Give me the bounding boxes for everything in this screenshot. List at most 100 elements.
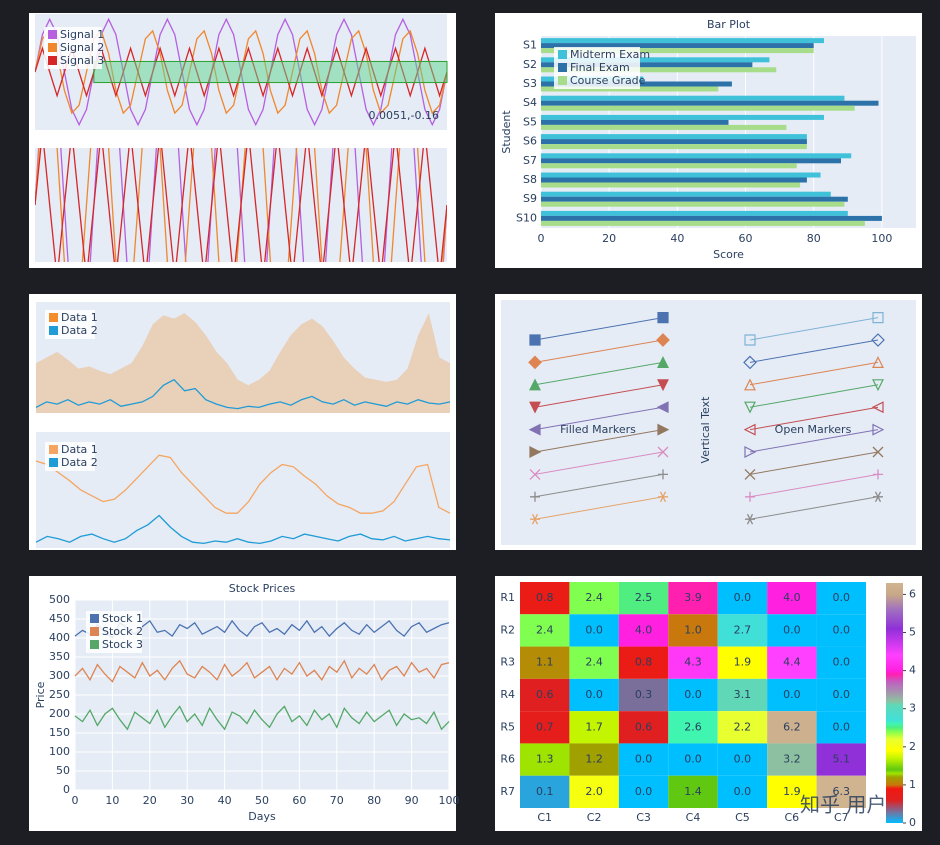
- marker-line: [534, 429, 664, 453]
- y-tick-label: 500: [49, 593, 70, 606]
- marker-symbol: [529, 446, 542, 458]
- marker-symbol: [872, 312, 884, 324]
- cell-label: 0.0: [585, 623, 603, 636]
- column-label: C2: [587, 811, 602, 824]
- heatmap-cell: [767, 646, 817, 679]
- marker-symbol: [872, 356, 884, 368]
- cell-label: 4.0: [783, 591, 801, 604]
- legend-swatch: [49, 458, 58, 467]
- legend-label: Data 2: [61, 324, 98, 337]
- x-tick-label: 0: [72, 794, 79, 807]
- marker-line: [749, 429, 879, 453]
- bar: [541, 215, 882, 221]
- cell-label: 2.4: [585, 591, 603, 604]
- row-label: R3: [500, 656, 515, 669]
- cell-label: 0.0: [585, 688, 603, 701]
- marker-symbol: [657, 446, 669, 458]
- cell-label: 0.0: [734, 591, 752, 604]
- y-axis-label: Student: [500, 110, 513, 154]
- y-tick-label: 50: [56, 764, 70, 777]
- marker-line: [749, 406, 879, 431]
- chart-title: Bar Plot: [707, 18, 751, 31]
- bar: [541, 57, 770, 63]
- heatmap-cell: [767, 678, 817, 712]
- marker-symbol: [657, 379, 669, 392]
- heatmap-cell: [618, 775, 669, 808]
- legend-swatch: [90, 627, 99, 636]
- bar: [541, 191, 831, 197]
- x-tick-label: 50: [255, 794, 269, 807]
- bar: [541, 201, 845, 207]
- heatmap-cell: [668, 743, 718, 776]
- x-axis-label: Days: [248, 810, 276, 823]
- marker-symbol: [872, 379, 884, 392]
- series-line: [74, 659, 450, 683]
- row-label: R2: [500, 623, 515, 636]
- bar: [541, 144, 807, 150]
- legend-swatch: [49, 313, 58, 322]
- legend-label: Signal 1: [60, 28, 104, 41]
- bar: [541, 172, 821, 178]
- y-tick-label: 200: [49, 707, 70, 720]
- heatmap-cell: [569, 743, 619, 776]
- heatmap-cell: [816, 743, 866, 776]
- cell-label: 1.9: [783, 785, 801, 798]
- bar: [541, 43, 814, 49]
- cell-label: 3.1: [734, 688, 752, 701]
- cell-label: 0.0: [833, 623, 851, 636]
- marker-symbol: [743, 423, 756, 436]
- heatmap-cell: [520, 646, 570, 679]
- heatmap-cell: [618, 678, 669, 712]
- marker-symbol: [529, 334, 541, 346]
- y-tick-label: S10: [516, 211, 537, 224]
- heatmap-cell: [717, 614, 768, 647]
- legend-label: Data 1: [61, 311, 98, 324]
- legend-swatch: [558, 76, 567, 85]
- cell-label: 2.4: [585, 656, 603, 669]
- cell-label: 2.0: [585, 785, 603, 798]
- heatmap-cell: [520, 775, 570, 808]
- marker-symbol: [744, 446, 757, 458]
- marker-line: [534, 384, 664, 408]
- x-tick-label: 70: [330, 794, 344, 807]
- cell-label: 0.7: [536, 720, 554, 733]
- column-label: C1: [537, 811, 552, 824]
- heatmap-cell: [816, 646, 866, 679]
- bar: [541, 210, 848, 216]
- x-tick-label: 40: [218, 794, 232, 807]
- legend-swatch: [558, 63, 567, 72]
- marker-line: [749, 496, 879, 520]
- legend-label: Signal 3: [60, 54, 104, 67]
- colorbar-tick-label: 5: [909, 626, 916, 639]
- row-label: R6: [500, 753, 515, 766]
- heatmap-cell: [668, 646, 718, 679]
- marker-line: [534, 361, 664, 386]
- marker-symbol: [745, 491, 755, 502]
- heatmap-cell: [569, 614, 619, 647]
- marker-symbol: [872, 446, 884, 458]
- bar: [541, 153, 852, 159]
- marker-symbol: [744, 401, 756, 414]
- cell-label: 3.9: [684, 591, 702, 604]
- legend-label: Signal 2: [60, 41, 104, 54]
- marker-symbol: [744, 334, 756, 346]
- heatmap-cell: [816, 614, 866, 647]
- heatmap-cell: [717, 743, 768, 776]
- y-tick-label: S8: [523, 173, 537, 186]
- heatmap-cell: [520, 743, 570, 776]
- colorbar-tick-label: 1: [909, 778, 916, 791]
- y-tick-label: 350: [49, 650, 70, 663]
- marker-symbol: [530, 491, 540, 502]
- heatmap-cell: [668, 711, 718, 744]
- cell-label: 1.9: [734, 656, 752, 669]
- heatmap-cell: [816, 775, 866, 808]
- cell-label: 2.2: [734, 720, 752, 733]
- chart-title: Stock Prices: [229, 582, 296, 595]
- marker-symbol: [873, 469, 883, 480]
- plot-area: [36, 302, 450, 413]
- marker-symbol: [657, 356, 669, 368]
- cell-label: 6.3: [833, 785, 851, 798]
- plot-area: [36, 432, 450, 548]
- bar: [541, 119, 729, 125]
- y-tick-label: S1: [523, 39, 537, 52]
